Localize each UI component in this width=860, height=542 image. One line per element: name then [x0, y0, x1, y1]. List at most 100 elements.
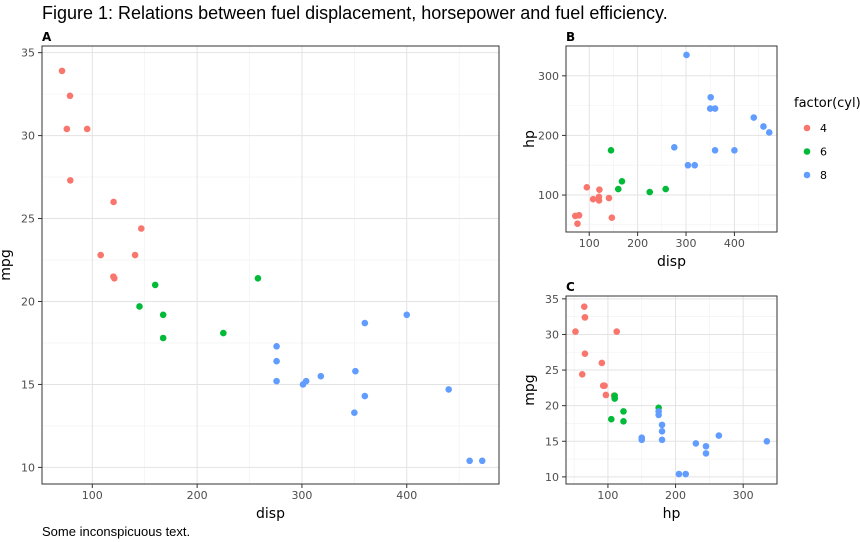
- data-point-cyl-6: [618, 178, 626, 185]
- panel-border: [565, 295, 778, 485]
- data-point-cyl-8: [765, 129, 773, 136]
- data-point-cyl-6: [159, 334, 167, 342]
- x-tick-label: 300: [676, 237, 697, 250]
- data-point-cyl-8: [361, 319, 369, 327]
- data-point-cyl-8: [684, 161, 692, 169]
- data-point-cyl-6: [608, 415, 615, 423]
- data-point-cyl-4: [580, 303, 588, 310]
- panel-tag: C: [566, 280, 575, 294]
- y-tick-label: 300: [538, 70, 559, 83]
- data-point-cyl-8: [658, 421, 666, 429]
- data-point-cyl-8: [707, 93, 714, 101]
- data-point-cyl-4: [574, 220, 581, 227]
- data-point-cyl-8: [702, 450, 710, 457]
- legend: factor(cyl) 4 6 8: [794, 96, 860, 182]
- y-axis-title: mpg: [522, 374, 538, 405]
- data-point-cyl-8: [299, 381, 307, 388]
- figure-caption: Some inconspicuous text.: [42, 524, 191, 539]
- data-point-cyl-8: [715, 432, 723, 439]
- data-point-cyl-8: [750, 114, 758, 121]
- data-point-cyl-6: [159, 311, 167, 319]
- data-point-cyl-6: [620, 408, 627, 415]
- data-point-cyl-4: [613, 328, 621, 335]
- legend-label: 6: [820, 146, 827, 159]
- y-tick-label: 20: [545, 400, 559, 413]
- y-axis-title: hp: [522, 130, 538, 148]
- data-point-cyl-8: [638, 436, 646, 444]
- data-point-cyl-6: [220, 329, 227, 337]
- data-point-cyl-4: [581, 350, 589, 357]
- data-point-cyl-4: [111, 274, 118, 282]
- data-point-cyl-8: [317, 372, 325, 380]
- data-point-cyl-6: [254, 274, 262, 282]
- data-point-cyl-4: [83, 125, 91, 133]
- panel-tag: B: [566, 30, 575, 44]
- y-tick-label: 35: [21, 47, 35, 60]
- x-axis-title: disp: [657, 254, 686, 270]
- panel-border: [565, 45, 778, 233]
- data-point-cyl-6: [136, 303, 143, 310]
- data-point-cyl-8: [273, 342, 280, 350]
- panel-border: [41, 45, 500, 485]
- x-tick-label: 300: [291, 489, 312, 502]
- data-point-cyl-8: [478, 457, 486, 465]
- y-tick-label: 30: [21, 130, 35, 143]
- x-axis-title: disp: [256, 506, 285, 522]
- data-point-cyl-8: [682, 470, 690, 478]
- y-tick-label: 35: [545, 293, 559, 306]
- x-tick-label: 100: [82, 489, 103, 502]
- data-point-cyl-4: [66, 92, 74, 100]
- data-point-cyl-4: [598, 359, 606, 367]
- data-point-cyl-8: [691, 161, 699, 169]
- x-tick-label: 200: [187, 489, 208, 502]
- x-axis-title: hp: [663, 506, 681, 522]
- legend-title: factor(cyl): [794, 96, 860, 111]
- data-point-cyl-4: [608, 214, 616, 221]
- data-point-cyl-8: [655, 408, 662, 415]
- x-tick-label: 100: [597, 489, 618, 502]
- y-tick-label: 25: [21, 213, 35, 226]
- data-point-cyl-8: [763, 437, 771, 445]
- data-point-cyl-8: [658, 436, 666, 444]
- data-point-cyl-4: [583, 183, 591, 191]
- data-point-cyl-4: [596, 186, 603, 193]
- data-point-cyl-6: [151, 281, 159, 289]
- data-point-cyl-4: [578, 371, 586, 378]
- data-point-cyl-4: [601, 382, 608, 390]
- y-tick-label: 10: [21, 461, 35, 474]
- data-point-cyl-4: [58, 67, 66, 75]
- data-point-cyl-4: [63, 125, 71, 133]
- legend-key-cyl-6: [803, 148, 811, 155]
- data-point-cyl-8: [403, 311, 411, 319]
- data-point-cyl-6: [620, 418, 627, 425]
- data-point-cyl-8: [702, 442, 710, 450]
- x-tick-label: 300: [733, 489, 754, 502]
- data-point-cyl-4: [131, 251, 139, 259]
- data-point-cyl-8: [706, 105, 714, 112]
- data-point-cyl-4: [589, 195, 597, 203]
- figure-title: Figure 1: Relations between fuel displac…: [42, 3, 668, 23]
- data-point-cyl-4: [572, 328, 579, 335]
- panel-b-scatter: 100 200 300 400 100 200 300 disp hp B: [522, 30, 778, 270]
- data-point-cyl-8: [361, 392, 369, 400]
- data-point-cyl-4: [595, 193, 603, 201]
- panel-tag: A: [42, 30, 52, 44]
- panel-c-scatter: 100 200 300 10 15 20 25 30 35 hp mpg C: [522, 280, 778, 522]
- y-tick-label: 15: [545, 435, 559, 448]
- data-point-cyl-4: [97, 251, 104, 259]
- y-tick-label: 10: [545, 471, 559, 484]
- data-point-cyl-8: [760, 123, 767, 130]
- data-point-cyl-4: [602, 391, 610, 399]
- y-tick-label: 15: [21, 378, 35, 391]
- x-tick-label: 400: [724, 237, 745, 250]
- data-point-cyl-8: [658, 428, 666, 435]
- data-point-cyl-6: [614, 185, 622, 193]
- data-point-cyl-6: [646, 188, 654, 196]
- data-point-cyl-4: [605, 194, 613, 202]
- data-point-cyl-8: [683, 51, 690, 59]
- data-point-cyl-6: [662, 185, 669, 193]
- x-tick-label: 400: [396, 489, 417, 502]
- data-point-cyl-8: [731, 147, 738, 154]
- y-tick-label: 100: [538, 189, 559, 202]
